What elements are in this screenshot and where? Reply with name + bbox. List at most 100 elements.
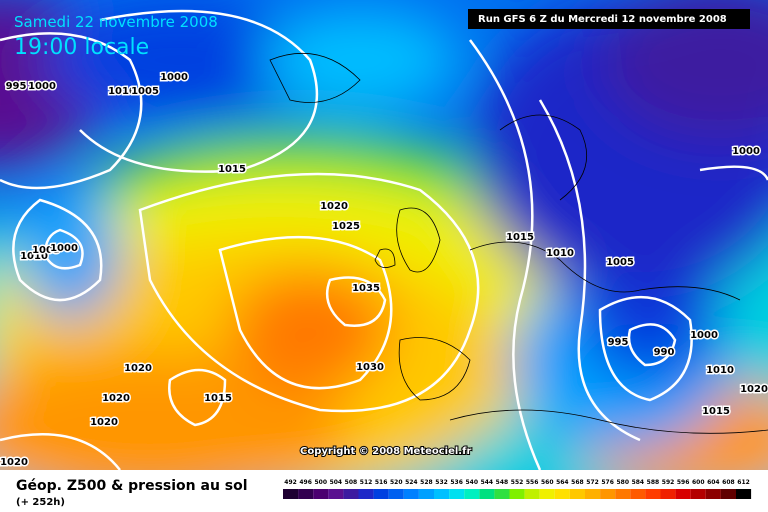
legend-value: 600 (692, 479, 705, 486)
legend-value: 560 (541, 479, 554, 486)
legend-swatch (690, 489, 706, 499)
run-info: Run GFS 6 Z du Mercredi 12 novembre 2008 (478, 14, 727, 25)
legend-swatch (403, 489, 419, 499)
isobar-label: 1005 (32, 245, 60, 256)
legend-value: 552 (511, 479, 524, 486)
isobar-label: 1000 (28, 81, 56, 92)
legend-swatch (328, 489, 344, 499)
isobar-label: 1015 (506, 232, 534, 243)
legend-swatch (313, 489, 329, 499)
isobar-label: 1015 (204, 393, 232, 404)
color-legend: 492 496 500 504 508 512 516 520 524 528 532 536 540 5… (283, 479, 752, 499)
legend-swatch (645, 489, 661, 499)
legend-swatch (298, 489, 314, 499)
legend-value: 580 (616, 479, 629, 486)
legend-value: 604 (707, 479, 720, 486)
legend-value: 520 (390, 479, 403, 486)
isobar-label: 1020 (740, 384, 768, 395)
isobar-label: 1015 (218, 164, 246, 175)
legend-swatch (418, 489, 434, 499)
legend-value: 596 (677, 479, 690, 486)
copyright: Copyright © 2008 Meteociel.fr (300, 446, 471, 457)
legend-swatch (283, 489, 299, 499)
legend-value: 532 (435, 479, 448, 486)
legend-swatch (479, 489, 495, 499)
legend-swatch (509, 489, 525, 499)
legend-swatch (675, 489, 691, 499)
isobar-label: 1010 (546, 248, 574, 259)
legend-swatch (736, 489, 752, 499)
run-box (468, 9, 750, 29)
legend-value: 576 (601, 479, 614, 486)
isobar-label: 1020 (124, 363, 152, 374)
legend-value: 608 (722, 479, 735, 486)
isobar-label: 1035 (352, 283, 380, 294)
legend-value: 540 (465, 479, 478, 486)
legend-swatch (494, 489, 510, 499)
legend-value: 528 (420, 479, 433, 486)
legend-value: 492 (284, 479, 297, 486)
legend-swatch (569, 489, 585, 499)
legend-value: 592 (662, 479, 675, 486)
legend-swatch (600, 489, 616, 499)
isobar-label: 1010 (20, 251, 48, 262)
isobar-label: 995 (6, 81, 27, 92)
isobar-label: 1000 (732, 146, 760, 157)
isobar-label: 995 (608, 337, 629, 348)
isobar-label: 1005 (131, 86, 159, 97)
legend-value: 584 (632, 479, 645, 486)
isobar-label: 1000 (160, 72, 188, 83)
isobar-label: 1025 (332, 221, 360, 232)
legend-swatch (630, 489, 646, 499)
legend-value: 572 (586, 479, 599, 486)
legend-value: 612 (737, 479, 750, 486)
isobar-label: 990 (654, 347, 675, 358)
legend-swatch (524, 489, 540, 499)
legend-swatch (449, 489, 465, 499)
legend-swatch (615, 489, 631, 499)
legend-swatch (585, 489, 601, 499)
legend-value: 568 (571, 479, 584, 486)
legend-value: 508 (345, 479, 358, 486)
isobar-label: 1020 (102, 393, 130, 404)
legend-swatch (554, 489, 570, 499)
legend-swatch (434, 489, 450, 499)
isobars (0, 9, 768, 470)
legend-value: 512 (360, 479, 373, 486)
isobar-label: 1010 (706, 365, 734, 376)
isobar-label: 1020 (90, 417, 118, 428)
isobar-label: 1030 (356, 362, 384, 373)
legend-swatch (373, 489, 389, 499)
legend-value: 544 (481, 479, 494, 486)
isobar-label: 1020 (320, 201, 348, 212)
legend-swatch (388, 489, 404, 499)
isobar-label: 1020 (0, 457, 28, 468)
legend-value: 504 (330, 479, 343, 486)
legend-value: 556 (526, 479, 539, 486)
local-time: 19:00 locale (14, 35, 149, 60)
legend-swatch (720, 489, 736, 499)
legend-swatch (464, 489, 480, 499)
date: Samedi 22 novembre 2008 (14, 13, 218, 31)
legend-value: 536 (450, 479, 463, 486)
legend-swatch (705, 489, 721, 499)
legend-value: 524 (405, 479, 418, 486)
legend-value: 500 (314, 479, 327, 486)
isobar-label: 1005 (606, 257, 634, 268)
isobar-label: 1015 (702, 406, 730, 417)
footer-subtitle: (+ 252h) (16, 497, 65, 508)
footer-title: Géop. Z500 & pression au sol (16, 478, 248, 494)
legend-swatch (358, 489, 374, 499)
legend-value: 496 (299, 479, 312, 486)
legend-value: 588 (647, 479, 660, 486)
legend-value: 564 (556, 479, 569, 486)
legend-swatch (539, 489, 555, 499)
legend-value: 548 (496, 479, 509, 486)
isobar-label: 1000 (690, 330, 718, 341)
isobar-label: 1000 (50, 243, 78, 254)
legend-swatch (343, 489, 359, 499)
legend-swatch (660, 489, 676, 499)
